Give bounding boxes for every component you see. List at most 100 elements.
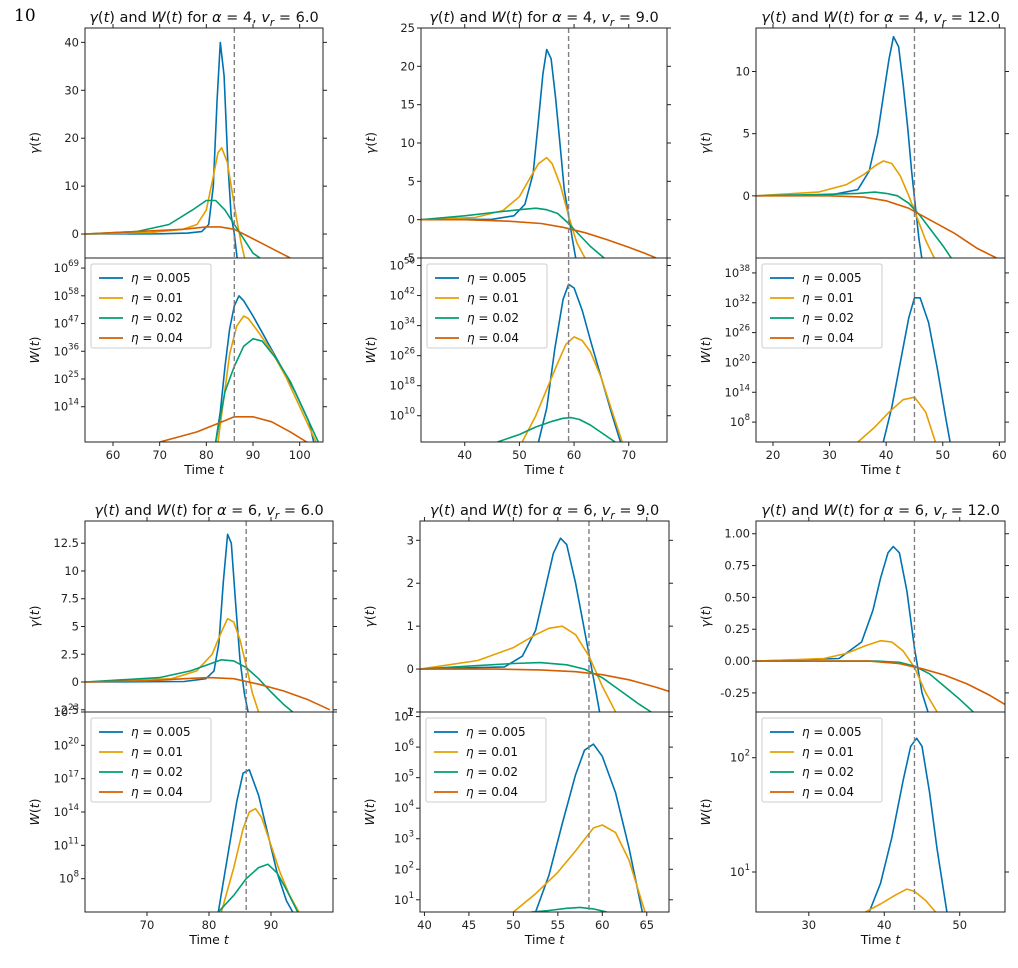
gamma-line-3 — [421, 218, 657, 258]
legend-label-3: η = 0.04 — [131, 785, 183, 799]
gamma-line-0 — [85, 41, 238, 258]
xtick-label: 40 — [879, 448, 894, 462]
xtick-label: 90 — [264, 918, 279, 932]
xtick-label: 70 — [621, 448, 636, 462]
W-ytick-label: 1036 — [54, 342, 79, 358]
W-line-0 — [537, 283, 622, 442]
W-ytick-label: 102 — [730, 749, 750, 765]
chart-panel-4: γ(t) and W(t) for α = 6, vr = 9.0 -1 0 1 2 3 γ… — [362, 503, 673, 947]
xtick-label: 40 — [457, 448, 472, 462]
W-ytick-label: 1011 — [54, 836, 79, 852]
W-ytick-label: 106 — [394, 738, 414, 754]
legend-label-0: η = 0.005 — [467, 271, 527, 285]
gamma-ylabel: γ(t) — [698, 605, 713, 627]
W-ytick-label: 1014 — [54, 803, 79, 819]
gamma-ytick-label: 40 — [64, 35, 79, 49]
W-line-0 — [868, 737, 948, 912]
W-line-1 — [217, 315, 317, 442]
W-line-1 — [865, 888, 937, 912]
W-ytick-label: 1023 — [54, 703, 79, 719]
page-number: 10 — [14, 6, 36, 26]
W-ylabel: W(t) — [362, 798, 377, 825]
W-line-0 — [217, 768, 294, 912]
W-line-2 — [217, 863, 299, 912]
W-ytick-label: 1034 — [390, 317, 415, 333]
gamma-plot-area — [420, 537, 669, 712]
gamma-ytick-label: -5 — [404, 251, 415, 265]
chart-panel-0: γ(t) and W(t) for α = 4, vr = 6.0 0 10 20 30… — [27, 10, 327, 477]
gamma-line-2 — [420, 661, 652, 712]
legend-label-3: η = 0.04 — [802, 331, 854, 345]
W-axes-frame — [420, 257, 668, 443]
gamma-ytick-label: 30 — [64, 83, 79, 97]
gamma-ytick-label: 10 — [400, 136, 415, 150]
W-ytick-label: 1042 — [390, 287, 415, 303]
legend-box — [90, 717, 212, 803]
xtick-label: 60 — [992, 448, 1007, 462]
W-plot-area — [497, 283, 623, 442]
panel-title-0: γ(t) and W(t) for α = 4, vr = 6.0 — [89, 10, 318, 29]
legend-label-3: η = 0.04 — [466, 785, 518, 799]
gamma-ytick-label: 20 — [64, 131, 79, 145]
W-ylabel: W(t) — [698, 798, 713, 825]
W-ytick-label: 1020 — [54, 736, 79, 752]
W-ytick-label: 101 — [730, 863, 750, 879]
gamma-ytick-label: 3 — [407, 533, 414, 547]
chart-panel-1: γ(t) and W(t) for α = 4, vr = 9.0-505101… — [363, 10, 671, 477]
gamma-line-3 — [420, 668, 669, 693]
gamma-ylabel: γ(t) — [362, 605, 377, 627]
gamma-ytick-label: 2 — [407, 576, 414, 590]
legend-box — [761, 263, 883, 349]
xtick-label: 45 — [462, 918, 477, 932]
W-ytick-label: 105 — [394, 769, 414, 785]
xtick-label: 40 — [877, 918, 892, 932]
W-ylabel: W(t) — [698, 336, 713, 363]
W-ytick-label: 1047 — [54, 315, 79, 331]
W-ytick-label: 1020 — [725, 353, 750, 369]
W-ytick-label: 1018 — [390, 377, 415, 393]
legend-label-3: η = 0.04 — [467, 331, 519, 345]
xtick-label: 80 — [199, 448, 214, 462]
xlabel: Time t — [860, 932, 902, 947]
xtick-label: 70 — [152, 448, 167, 462]
xlabel: Time t — [523, 462, 565, 477]
gamma-line-3 — [756, 195, 997, 258]
xtick-label: 60 — [106, 448, 121, 462]
xtick-label: 30 — [822, 448, 837, 462]
gamma-ytick-label: 5 — [743, 127, 750, 141]
chart-panel-2: γ(t) and W(t) for α = 4, vr = 12.0 0 5 10 γ(… — [698, 10, 1009, 477]
gamma-line-3 — [85, 676, 331, 711]
gamma-ytick-label: 10 — [64, 179, 79, 193]
xtick-label: 100 — [289, 448, 311, 462]
gamma-plot-area — [85, 533, 331, 712]
xtick-label: 90 — [246, 448, 261, 462]
W-line-0 — [882, 296, 951, 442]
panel-title-1: γ(t) and W(t) for α = 4, vr = 9.0 — [429, 10, 658, 29]
gamma-line-3 — [85, 226, 291, 258]
gamma-ytick-label: 0 — [407, 662, 414, 676]
gamma-line-2 — [421, 207, 605, 258]
gamma-line-0 — [85, 533, 249, 712]
xlabel: Time t — [524, 932, 566, 947]
gamma-ytick-label: 5 — [72, 619, 79, 633]
W-line-1 — [857, 396, 937, 442]
W-axes-frame — [419, 711, 670, 913]
legend-label-2: η = 0.02 — [131, 311, 183, 325]
W-line-1 — [512, 824, 646, 912]
gamma-ytick-label: 20 — [400, 59, 415, 73]
chart-panel-5: γ(t) and W(t) for α = 6, vr = 12.0 -0.25 0… — [698, 503, 1009, 947]
xtick-label: 40 — [417, 918, 432, 932]
gamma-ytick-label: 0 — [408, 213, 415, 227]
W-axes-frame — [755, 711, 1006, 913]
xtick-label: 50 — [512, 448, 527, 462]
W-ytick-label: 108 — [59, 870, 79, 886]
xtick-label: 55 — [551, 918, 566, 932]
xtick-label: 50 — [935, 448, 950, 462]
W-ylabel: W(t) — [27, 798, 42, 825]
gamma-line-0 — [420, 537, 601, 712]
gamma-ytick-label: 0 — [72, 227, 79, 241]
gamma-axes-frame — [84, 520, 334, 713]
gamma-line-2 — [85, 199, 261, 258]
legend-label-1: η = 0.01 — [467, 291, 519, 305]
gamma-ytick-label: 10 — [64, 564, 79, 578]
